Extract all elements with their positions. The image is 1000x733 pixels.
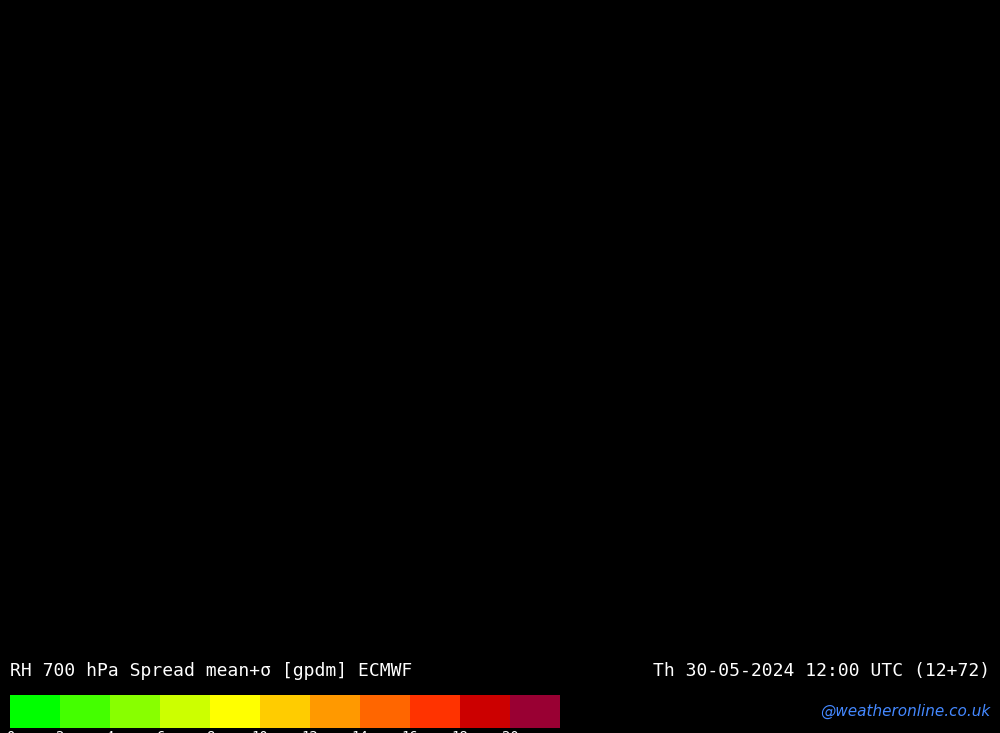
Bar [10,695,60,729]
Text: @weatheronline.co.uk: @weatheronline.co.uk [820,704,990,718]
Bar [210,695,260,729]
Bar [510,695,560,729]
Bar [160,695,210,729]
Text: 8: 8 [206,730,214,733]
Text: RH 700 hPa Spread mean+σ [gpdm] ECMWF: RH 700 hPa Spread mean+σ [gpdm] ECMWF [10,661,412,679]
Text: 6: 6 [156,730,164,733]
Text: 10: 10 [252,730,268,733]
Bar [310,695,360,729]
Text: Th 30-05-2024 12:00 UTC (12+72): Th 30-05-2024 12:00 UTC (12+72) [653,661,990,679]
Text: 14: 14 [352,730,368,733]
Bar [260,695,310,729]
Bar [360,695,410,729]
Bar [110,695,160,729]
Text: 4: 4 [106,730,114,733]
Text: 0: 0 [6,730,14,733]
Text: 18: 18 [452,730,468,733]
Text: 12: 12 [302,730,318,733]
Text: 20: 20 [502,730,518,733]
Text: 16: 16 [402,730,418,733]
Text: 2: 2 [56,730,64,733]
Bar [410,695,460,729]
Bar [460,695,510,729]
Bar [60,695,110,729]
